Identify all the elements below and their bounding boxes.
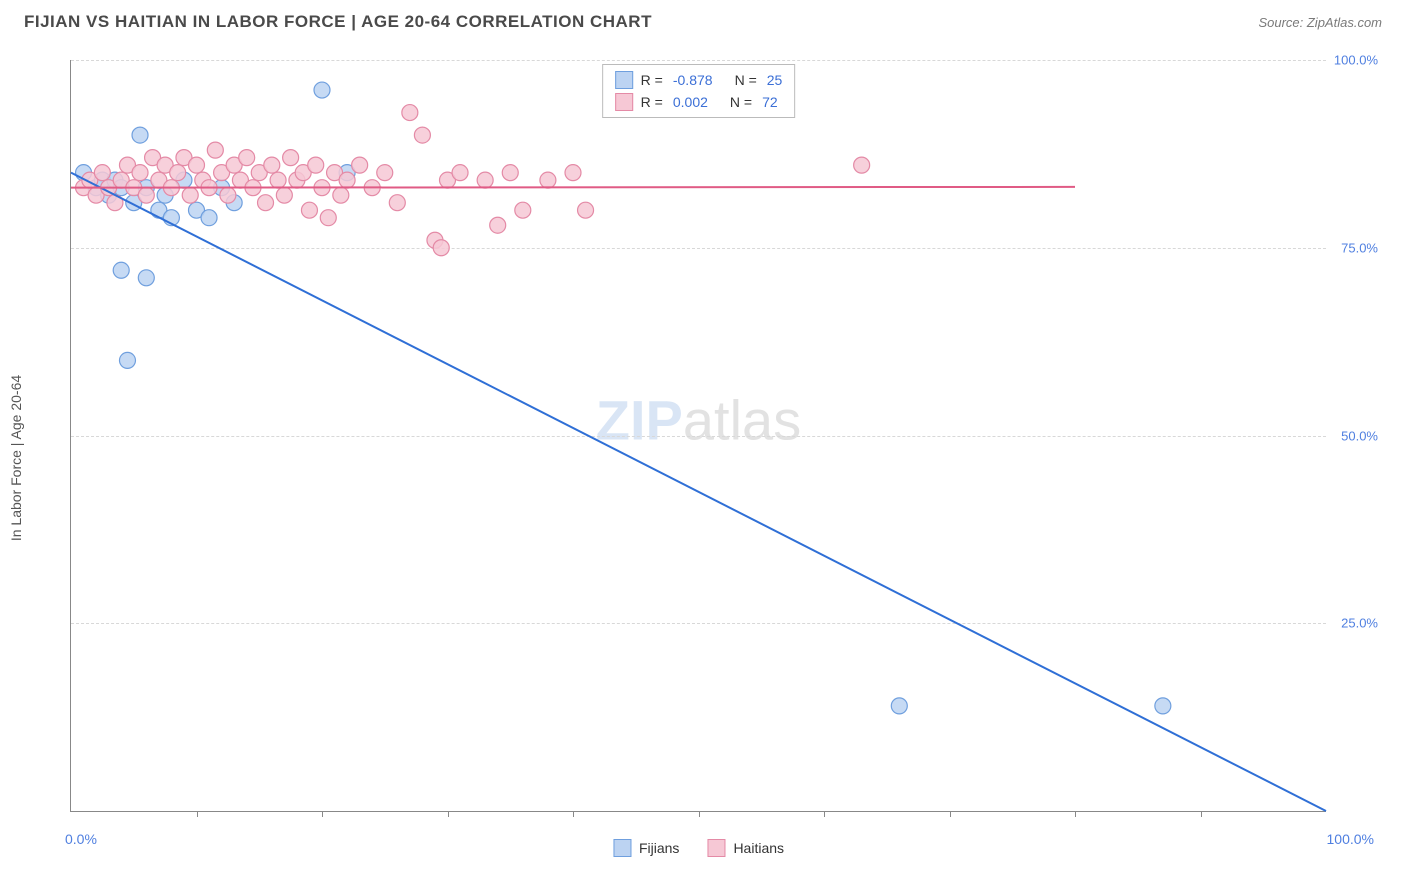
legend-r-label: R = bbox=[641, 94, 663, 110]
legend-r-value-haitians: 0.002 bbox=[673, 94, 708, 110]
data-point-haitians bbox=[414, 127, 430, 143]
data-point-haitians bbox=[264, 157, 280, 173]
legend-row-haitians: R = 0.002 N = 72 bbox=[615, 91, 783, 113]
plot-area: ZIPatlas R = -0.878 N = 25 R = 0.002 N =… bbox=[70, 60, 1326, 812]
chart-container: In Labor Force | Age 20-64 ZIPatlas R = … bbox=[24, 48, 1382, 868]
correlation-legend: R = -0.878 N = 25 R = 0.002 N = 72 bbox=[602, 64, 796, 118]
data-point-fijians bbox=[201, 210, 217, 226]
data-point-haitians bbox=[854, 157, 870, 173]
data-point-haitians bbox=[565, 165, 581, 181]
legend-swatch-haitians bbox=[615, 93, 633, 111]
data-point-haitians bbox=[477, 172, 493, 188]
data-point-haitians bbox=[308, 157, 324, 173]
x-tick bbox=[322, 811, 323, 817]
data-point-haitians bbox=[182, 187, 198, 203]
legend-swatch-fijians bbox=[613, 839, 631, 857]
legend-swatch-haitians bbox=[707, 839, 725, 857]
data-point-haitians bbox=[502, 165, 518, 181]
data-point-haitians bbox=[515, 202, 531, 218]
data-point-haitians bbox=[239, 150, 255, 166]
data-point-fijians bbox=[119, 352, 135, 368]
data-point-haitians bbox=[270, 172, 286, 188]
trend-line-fijians bbox=[71, 173, 1326, 811]
data-point-fijians bbox=[314, 82, 330, 98]
y-tick-label: 50.0% bbox=[1341, 428, 1378, 443]
chart-title: FIJIAN VS HAITIAN IN LABOR FORCE | AGE 2… bbox=[24, 12, 652, 32]
data-point-haitians bbox=[94, 165, 110, 181]
y-tick-label: 25.0% bbox=[1341, 616, 1378, 631]
data-point-haitians bbox=[333, 187, 349, 203]
x-tick bbox=[699, 811, 700, 817]
x-tick bbox=[197, 811, 198, 817]
data-point-haitians bbox=[352, 157, 368, 173]
y-tick-label: 100.0% bbox=[1334, 53, 1378, 68]
chart-source: Source: ZipAtlas.com bbox=[1258, 15, 1382, 30]
data-point-haitians bbox=[389, 195, 405, 211]
data-point-haitians bbox=[283, 150, 299, 166]
data-point-haitians bbox=[138, 187, 154, 203]
data-point-haitians bbox=[578, 202, 594, 218]
legend-r-label: R = bbox=[641, 72, 663, 88]
trend-line-haitians bbox=[71, 187, 1075, 188]
data-point-haitians bbox=[377, 165, 393, 181]
data-point-haitians bbox=[189, 157, 205, 173]
data-point-haitians bbox=[301, 202, 317, 218]
x-axis-min-label: 0.0% bbox=[65, 831, 97, 847]
x-tick bbox=[1075, 811, 1076, 817]
legend-item-haitians: Haitians bbox=[707, 839, 784, 857]
legend-label-haitians: Haitians bbox=[733, 840, 784, 856]
x-tick bbox=[573, 811, 574, 817]
legend-n-value-haitians: 72 bbox=[762, 94, 778, 110]
data-point-haitians bbox=[490, 217, 506, 233]
data-point-fijians bbox=[138, 270, 154, 286]
data-point-haitians bbox=[402, 105, 418, 121]
x-tick bbox=[824, 811, 825, 817]
legend-n-value-fijians: 25 bbox=[767, 72, 783, 88]
legend-swatch-fijians bbox=[615, 71, 633, 89]
data-point-haitians bbox=[433, 240, 449, 256]
data-point-haitians bbox=[540, 172, 556, 188]
data-point-haitians bbox=[339, 172, 355, 188]
data-point-haitians bbox=[452, 165, 468, 181]
x-tick bbox=[448, 811, 449, 817]
x-axis-max-label: 100.0% bbox=[1327, 831, 1374, 847]
y-tick-label: 75.0% bbox=[1341, 240, 1378, 255]
legend-n-label: N = bbox=[735, 72, 757, 88]
legend-r-value-fijians: -0.878 bbox=[673, 72, 713, 88]
x-tick bbox=[1201, 811, 1202, 817]
data-point-haitians bbox=[220, 187, 236, 203]
legend-label-fijians: Fijians bbox=[639, 840, 679, 856]
data-point-haitians bbox=[320, 210, 336, 226]
chart-header: FIJIAN VS HAITIAN IN LABOR FORCE | AGE 2… bbox=[0, 0, 1406, 40]
data-point-fijians bbox=[891, 698, 907, 714]
series-legend: Fijians Haitians bbox=[613, 839, 784, 857]
y-axis-label: In Labor Force | Age 20-64 bbox=[8, 375, 24, 541]
data-point-fijians bbox=[1155, 698, 1171, 714]
legend-item-fijians: Fijians bbox=[613, 839, 679, 857]
chart-svg bbox=[71, 60, 1326, 811]
data-point-haitians bbox=[258, 195, 274, 211]
data-point-fijians bbox=[132, 127, 148, 143]
data-point-haitians bbox=[207, 142, 223, 158]
legend-n-label: N = bbox=[730, 94, 752, 110]
data-point-haitians bbox=[276, 187, 292, 203]
x-tick bbox=[950, 811, 951, 817]
data-point-haitians bbox=[170, 165, 186, 181]
data-point-haitians bbox=[132, 165, 148, 181]
data-point-fijians bbox=[113, 262, 129, 278]
legend-row-fijians: R = -0.878 N = 25 bbox=[615, 69, 783, 91]
